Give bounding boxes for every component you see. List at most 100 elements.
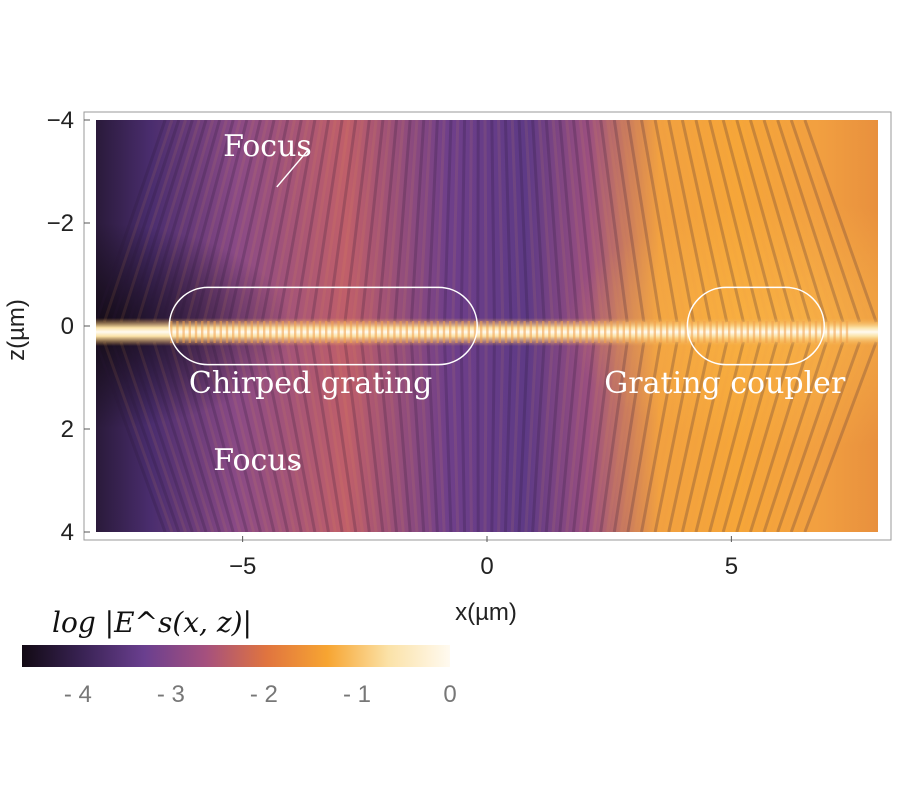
grating-tooth — [697, 321, 700, 343]
grating-tooth — [839, 321, 842, 343]
field-stripe — [293, 341, 330, 532]
field-stripe — [235, 341, 283, 532]
field-stripe — [376, 120, 399, 323]
field-stripe — [459, 341, 467, 532]
field-stripe — [136, 341, 201, 532]
field-stripe — [202, 120, 256, 323]
field-stripe — [769, 341, 837, 532]
grating-tooth — [356, 321, 359, 343]
field-stripe — [111, 120, 181, 323]
field-stripe — [243, 120, 290, 323]
y-tick-label: 2 — [61, 416, 74, 443]
grating-tooth — [771, 321, 774, 343]
field-stripe — [510, 341, 521, 532]
field-stripe — [633, 341, 671, 532]
grating-tooth — [281, 321, 284, 343]
grating-tooth — [808, 321, 811, 343]
field-stripe — [160, 120, 222, 323]
grating-tooth — [783, 321, 787, 343]
field-stripe — [136, 120, 201, 323]
field-stripe — [418, 341, 433, 532]
field-stripe — [409, 120, 426, 323]
field-stripe — [721, 341, 779, 532]
grating-tooth — [752, 321, 756, 343]
grating-tooth — [535, 321, 539, 343]
grating-tooth — [170, 321, 173, 343]
field-stripe — [558, 341, 579, 532]
field-stripe — [524, 341, 538, 532]
field-stripe — [510, 120, 521, 323]
field-stripe — [443, 341, 453, 532]
field-stripe — [177, 120, 235, 323]
grating-tooth — [263, 321, 266, 343]
grating-tooth — [529, 321, 532, 343]
field-stripe — [789, 341, 862, 532]
field-stripe — [626, 341, 662, 532]
field-stripe — [619, 120, 654, 323]
grating-tooth — [486, 321, 489, 343]
chirped-grating-outline — [168, 286, 478, 366]
field-stripe — [235, 120, 283, 323]
grating-tooth — [653, 321, 656, 343]
field-stripe — [426, 120, 439, 323]
y-tick-label: 0 — [61, 313, 74, 340]
field-stripe — [194, 341, 249, 532]
grating-tooth — [566, 321, 570, 343]
grating-tooth — [387, 321, 390, 343]
grating-tooth — [666, 321, 669, 343]
grating-tooth — [709, 321, 712, 343]
grating-tooth — [765, 321, 768, 343]
field-stripe — [667, 120, 712, 323]
field-stripe — [326, 341, 358, 532]
field-stripe — [451, 341, 460, 532]
grating-tooth — [188, 321, 191, 343]
field-stripe — [551, 120, 571, 323]
field-stripe — [102, 120, 174, 323]
grating-tooth — [287, 321, 291, 343]
grating-tooth — [641, 321, 644, 343]
field-stripe — [252, 341, 296, 532]
field-stripe — [531, 120, 546, 323]
field-stripe — [160, 341, 222, 532]
grating-tooth — [256, 321, 260, 343]
field-stripe — [351, 120, 378, 323]
field-stripe — [517, 120, 530, 323]
field-stripe — [789, 120, 862, 323]
grating-tooth — [777, 321, 780, 343]
grating-tooth — [690, 321, 694, 343]
field-stripe — [796, 341, 870, 532]
field-stripe — [277, 341, 317, 532]
field-stripe — [748, 120, 812, 323]
grating-tooth — [275, 321, 278, 343]
field-stripe — [680, 341, 729, 532]
field-stripe — [219, 341, 269, 532]
colorbar — [22, 645, 450, 667]
field-stripe — [302, 341, 337, 532]
field-stripe — [268, 120, 310, 323]
field-stripe — [803, 120, 878, 323]
field-stripe — [762, 120, 828, 323]
grating-tooth — [213, 321, 216, 343]
grating-tooth — [331, 321, 334, 343]
grating-tooth — [542, 321, 545, 343]
annotation-label: Chirped grating — [189, 366, 433, 401]
field-stripe — [293, 120, 330, 323]
grating-tooth — [374, 321, 377, 343]
grating-tooth — [269, 321, 272, 343]
field-stripe — [776, 120, 845, 323]
field-stripe — [409, 341, 426, 532]
grating-tooth — [325, 321, 328, 343]
field-stripe — [599, 341, 629, 532]
field-stripe — [674, 120, 720, 323]
field-stripe — [667, 341, 712, 532]
field-stripe — [393, 120, 412, 323]
field-stripe — [544, 120, 563, 323]
field-stripe — [694, 120, 745, 323]
grating-tooth — [244, 321, 247, 343]
grating-tooth — [715, 321, 718, 343]
field-stripe — [490, 341, 496, 532]
field-stripe — [606, 341, 637, 532]
field-stripe — [127, 341, 194, 532]
field-stripe — [558, 120, 579, 323]
